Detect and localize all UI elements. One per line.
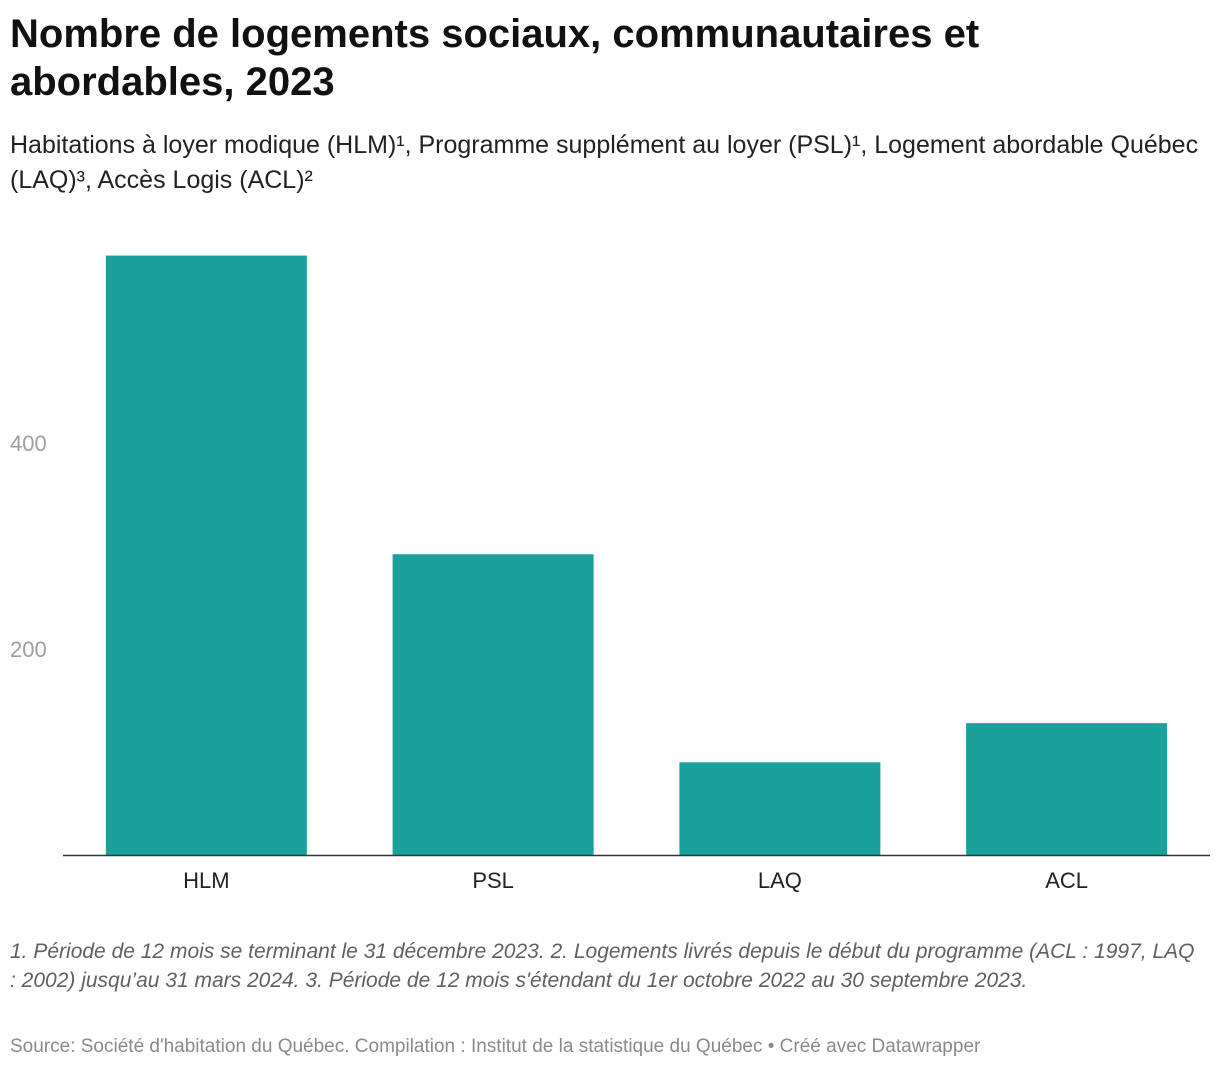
bar-laq — [679, 762, 881, 855]
bar-chart: 200 400 HLM PSL LAQ ACL — [10, 255, 1210, 893]
chart-subtitle: Habitations à loyer modique (HLM)¹, Prog… — [10, 131, 1199, 194]
chart-title: Nombre de logements sociaux, communautai… — [10, 12, 980, 104]
chart-notes: 1. Période de 12 mois se terminant le 31… — [10, 940, 1195, 992]
bar-psl — [392, 554, 594, 855]
x-tick-label: LAQ — [758, 868, 802, 893]
chart-source: Source: Société d'habitation du Québec. … — [10, 1036, 981, 1057]
y-tick-label: 200 — [10, 637, 47, 662]
x-tick-label: PSL — [472, 868, 514, 893]
x-tick-label: HLM — [183, 868, 229, 893]
x-tick-label: ACL — [1045, 868, 1088, 893]
bar-acl — [966, 723, 1168, 855]
y-tick-label: 400 — [10, 431, 47, 456]
bar-hlm — [105, 255, 307, 855]
